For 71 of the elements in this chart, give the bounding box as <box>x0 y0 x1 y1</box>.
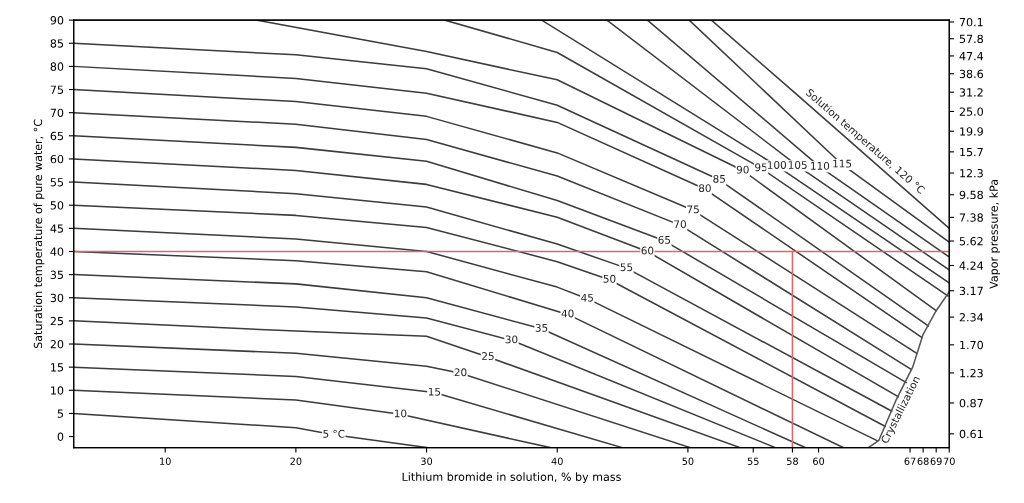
y2-tick-label: 19.9 <box>960 127 983 136</box>
y2-tick-label: 5.62 <box>959 237 983 246</box>
y-tick-label: 65 <box>50 131 64 141</box>
y-tick-label: 10 <box>51 386 64 395</box>
y2-tick-label: 70.1 <box>959 17 983 27</box>
x-tick-label: 30 <box>421 457 433 465</box>
x-tick-label: 60 <box>813 457 825 465</box>
annotation: 15 <box>428 387 441 396</box>
annotation: 80 <box>698 184 711 193</box>
y2-axis-title: Vapor pressure, kPa <box>989 179 1001 289</box>
y-tick-label: 35 <box>50 270 64 279</box>
x-tick-label: 67 <box>904 457 916 465</box>
y2-tick-label: 3.17 <box>959 286 983 296</box>
annotation: 70 <box>674 220 686 229</box>
annotation: 65 <box>658 235 671 244</box>
annotation: 60 <box>641 246 654 255</box>
x-tick-label: 55 <box>747 457 759 465</box>
y-tick-label: 25 <box>50 316 64 326</box>
annotation: 35 <box>535 323 548 332</box>
y2-tick-label: 1.23 <box>960 368 983 378</box>
x-tick-label: 70 <box>943 457 955 465</box>
y2-tick-label: 47.4 <box>959 52 984 61</box>
y-tick-label: 80 <box>50 62 64 71</box>
annotation: 50 <box>603 274 616 283</box>
x-tick-label: 10 <box>160 457 171 465</box>
annotation: 30 <box>505 335 518 344</box>
y-tick-label: 30 <box>50 293 64 303</box>
y-tick-label: 55 <box>50 178 64 187</box>
x-tick-label: 69 <box>930 457 942 465</box>
y2-tick-label: 9.58 <box>959 190 983 200</box>
y2-tick-label: 25.0 <box>959 107 983 116</box>
y-tick-label: 20 <box>50 340 64 349</box>
annotation: 40 <box>561 309 574 318</box>
annotation: 90 <box>736 165 749 174</box>
y-tick-label: 90 <box>50 16 64 25</box>
x-axis-title: Lithium bromide in solution, % by mass <box>402 472 621 484</box>
annotation: 25 <box>482 352 494 360</box>
y2-tick-label: 2.34 <box>959 313 984 322</box>
y2-tick-label: 1.70 <box>960 340 983 350</box>
x-tick-label: 20 <box>290 457 302 465</box>
annotation: 45 <box>581 293 593 302</box>
y2-tick-label: 4.24 <box>959 261 984 270</box>
y-axis-title: Saturation temperature of pure water, °C <box>33 119 45 349</box>
y2-tick-label: 7.38 <box>959 213 983 222</box>
annotation: 55 <box>620 263 633 272</box>
y-tick-label: 50 <box>50 201 64 210</box>
x-tick-label: 58 <box>787 457 798 465</box>
y-tick-label: 60 <box>50 154 64 164</box>
y-tick-label: 75 <box>50 85 64 94</box>
x-tick-label: 50 <box>682 457 694 465</box>
annotation: 75 <box>687 205 699 214</box>
y2-tick-label: 15.7 <box>960 147 983 157</box>
y-tick-label: 70 <box>50 108 64 118</box>
y-tick-label: 0 <box>57 432 64 441</box>
y2-tick-label: 57.8 <box>959 34 983 44</box>
annotation: 10 <box>394 409 407 418</box>
annotation: 85 <box>713 174 725 183</box>
y2-tick-label: 0.61 <box>959 429 983 439</box>
x-tick-label: 68 <box>917 457 929 465</box>
y-tick-label: 15 <box>51 363 64 372</box>
annotation: 95 <box>755 163 767 172</box>
y2-tick-label: 38.6 <box>959 69 984 79</box>
y2-tick-label: 0.87 <box>959 398 983 408</box>
annotation: 20 <box>454 368 467 377</box>
y-tick-label: 5 <box>57 409 64 418</box>
y2-tick-label: 12.3 <box>960 169 983 178</box>
y-tick-label: 45 <box>50 224 64 233</box>
y-tick-label: 85 <box>50 39 64 48</box>
x-tick-label: 40 <box>551 457 563 465</box>
y-tick-label: 40 <box>50 247 64 256</box>
y2-tick-label: 31.2 <box>959 88 983 97</box>
